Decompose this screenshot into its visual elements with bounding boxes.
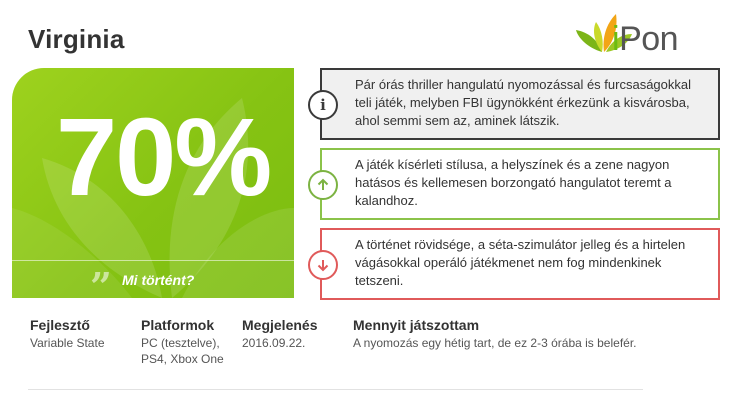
platforms-label: Platformok	[141, 317, 215, 333]
played-label: Mennyit játszottam	[353, 317, 480, 333]
platforms-value: PC (tesztelve), PS4, Xbox One	[141, 335, 224, 367]
pro-box: A játék kísérleti stílusa, a helyszínek …	[320, 148, 720, 220]
leaf-background-icon	[12, 98, 294, 298]
info-text: Pár órás thriller hangulatú nyomozással …	[355, 77, 692, 128]
bottom-divider	[28, 389, 643, 390]
played-value: A nyomozás egy hétig tart, de ez 2-3 órá…	[353, 336, 637, 350]
con-text: A történet rövidsége, a séta-szimulátor …	[355, 237, 686, 288]
platforms-line-2: PS4, Xbox One	[141, 352, 224, 366]
developer-value: Variable State	[30, 336, 105, 350]
pro-text: A játék kísérleti stílusa, a helyszínek …	[355, 157, 672, 208]
ipon-logo-text[interactable]: iPon	[612, 20, 679, 59]
review-title: Virginia	[28, 24, 125, 54]
arrow-down-icon	[308, 250, 338, 280]
platforms-line-1: PC (tesztelve),	[141, 336, 220, 350]
score-panel: 70% ” Mi történt?	[12, 68, 294, 298]
score-divider	[12, 260, 294, 261]
score-value: 70%	[56, 96, 272, 219]
logo-letter-i: i	[612, 20, 620, 58]
info-icon: i	[308, 90, 338, 120]
developer-label: Fejlesztő	[30, 317, 90, 333]
ipon-logo-leaves-icon	[576, 14, 632, 52]
info-box: Pár órás thriller hangulatú nyomozással …	[320, 68, 720, 140]
logo-letters-pon: Pon	[619, 20, 679, 58]
release-value: 2016.09.22.	[242, 336, 306, 350]
con-box: A történet rövidsége, a séta-szimulátor …	[320, 228, 720, 300]
what-happened-link[interactable]: Mi történt?	[122, 272, 195, 288]
release-label: Megjelenés	[242, 317, 318, 333]
arrow-up-icon	[308, 170, 338, 200]
quote-icon: ”	[90, 264, 112, 298]
